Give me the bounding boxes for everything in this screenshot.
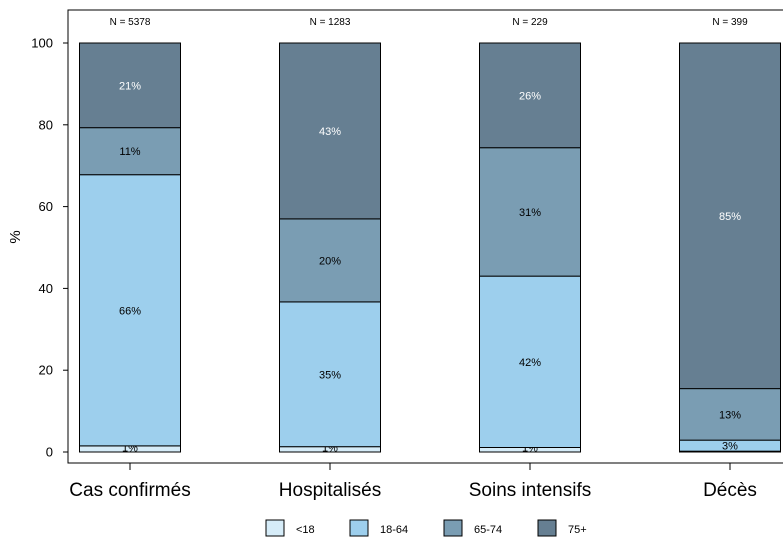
legend: <18 18-64 65-74 75+ (265, 519, 587, 537)
legend-swatch (443, 519, 463, 537)
data-label: 21% (119, 80, 141, 92)
bar-segment (479, 147, 581, 277)
data-label: 26% (519, 90, 541, 102)
bar-group: 1%42%31%26%N = 229 (479, 17, 581, 455)
legend-swatch (265, 519, 285, 537)
y-tick-label: 40 (39, 281, 53, 296)
y-tick-label: 100 (31, 36, 53, 51)
data-label: 31% (519, 207, 541, 219)
y-axis: 0 20 40 60 80 100 (31, 36, 68, 460)
legend-label: 65-74 (474, 524, 502, 536)
data-label: 35% (319, 369, 341, 381)
data-label: 20% (319, 255, 341, 267)
y-tick-label: 80 (39, 117, 53, 132)
bar-segment (679, 388, 781, 441)
sample-size-label: N = 399 (712, 17, 748, 28)
legend-item: 18-64 (349, 519, 408, 537)
bar-segment (679, 42, 781, 390)
y-axis-label: % (7, 230, 24, 243)
data-label: 3% (722, 441, 738, 453)
sample-size-label: N = 1283 (310, 17, 351, 28)
x-tick-label: Hospitalisés (279, 480, 381, 501)
legend-label: 18-64 (380, 524, 408, 536)
data-label: 13% (719, 409, 741, 421)
legend-swatch (349, 519, 369, 537)
data-label: 43% (319, 126, 341, 138)
bar-group: 3% 13% 85% N = 399 (679, 17, 781, 453)
bar-segment (79, 127, 181, 176)
bar-group: 1%66%11%21%N = 5378 (79, 17, 181, 455)
legend-label: 75+ (568, 524, 587, 536)
sample-size-label: N = 229 (512, 17, 548, 28)
data-label: 42% (519, 357, 541, 369)
bar-segment (79, 174, 181, 447)
bar-segment (79, 42, 181, 129)
data-label: 11% (119, 146, 140, 158)
x-tick-label: Cas confirmés (69, 480, 190, 501)
bar-segment (479, 42, 581, 149)
legend-item: 75+ (537, 519, 587, 537)
x-tick-label: Décès (703, 480, 757, 501)
x-tick-label: Soins intensifs (469, 480, 592, 501)
bar-segment (279, 218, 381, 303)
legend-item: <18 (265, 519, 315, 537)
data-label: 66% (119, 305, 141, 317)
legend-item: 65-74 (443, 519, 502, 537)
data-label: 85% (719, 211, 741, 223)
sample-size-label: N = 5378 (110, 17, 151, 28)
y-tick-label: 20 (39, 363, 53, 378)
bar-group: 1%35%20%43%N = 1283 (279, 17, 381, 455)
plot-frame (67, 9, 783, 464)
legend-swatch (537, 519, 557, 537)
x-axis: Cas confirmés Hospitalisés Soins intensifs… (69, 463, 757, 501)
y-tick-label: 0 (46, 445, 53, 460)
y-tick-label: 60 (39, 199, 53, 214)
bar-segment (279, 42, 381, 220)
legend-label: <18 (296, 524, 315, 536)
